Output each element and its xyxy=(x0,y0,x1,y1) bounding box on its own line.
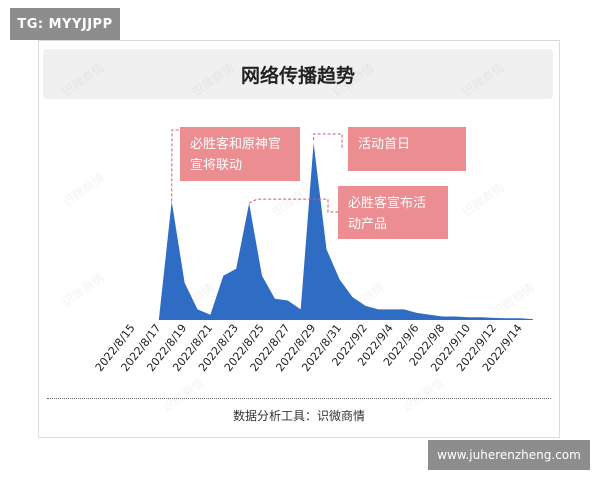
annotation-announcement: 必胜客和原神官宣将联动 xyxy=(180,127,300,181)
trend-area xyxy=(133,143,533,320)
leader-line-product-release xyxy=(248,198,338,213)
leader-line-event-day-one xyxy=(313,133,343,150)
data-source-note: 数据分析工具：识微商情 xyxy=(232,409,365,423)
telegram-badge: TG: MYYJJPP xyxy=(10,8,120,40)
annotation-event-day-one: 活动首日 xyxy=(348,127,466,171)
footer-divider xyxy=(47,398,551,399)
chart-title: 网络传播趋势 xyxy=(43,49,553,99)
website-badge: www.juherenzheng.com xyxy=(428,440,590,470)
chart-card: 网络传播趋势 识微商情 识微商情 识微商情 识微商情 识微商情 识微商情 识微商… xyxy=(38,40,560,438)
leader-line-announcement xyxy=(171,129,180,202)
annotation-product-release: 必胜客宣布活动产品 xyxy=(338,186,448,239)
